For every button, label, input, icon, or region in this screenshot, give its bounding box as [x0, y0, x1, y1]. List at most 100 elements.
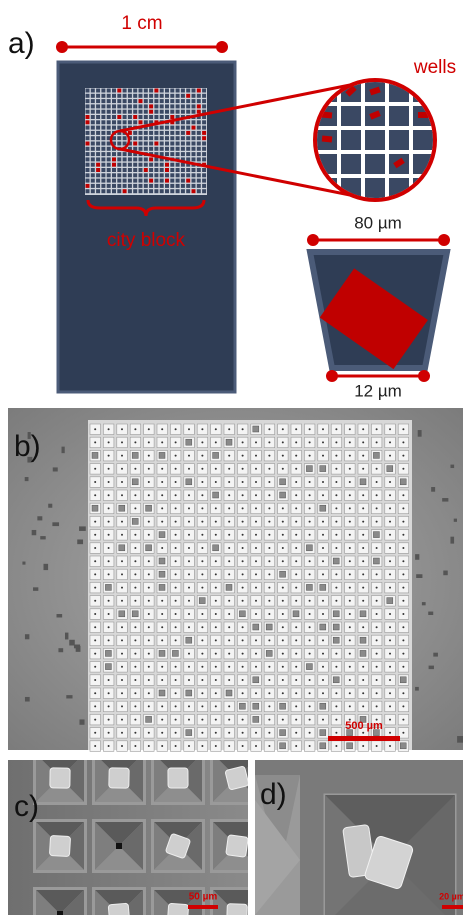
well-bottom	[255, 507, 257, 509]
well-bottom	[134, 692, 136, 694]
stray-crystal	[62, 447, 65, 454]
crystal	[306, 584, 312, 590]
crystal	[373, 452, 379, 458]
well-bottom	[94, 534, 96, 536]
well	[165, 94, 169, 98]
well	[117, 126, 121, 130]
well	[197, 136, 201, 140]
well-bottom	[201, 468, 203, 470]
well-bottom	[121, 626, 123, 628]
well	[413, 82, 433, 102]
well-bottom	[201, 428, 203, 430]
well-bottom	[108, 600, 110, 602]
well	[96, 110, 100, 114]
well	[154, 147, 158, 151]
well	[170, 131, 174, 135]
crystal	[186, 637, 192, 643]
well-bottom	[335, 587, 337, 589]
well-bottom	[228, 705, 230, 707]
well-bottom	[295, 455, 297, 457]
well	[197, 126, 201, 130]
well-bottom	[295, 521, 297, 523]
well	[91, 110, 95, 114]
well-bottom	[201, 626, 203, 628]
well	[123, 115, 127, 119]
well-bottom	[349, 600, 351, 602]
well-bottom	[201, 573, 203, 575]
well	[139, 189, 143, 193]
well-bottom	[134, 600, 136, 602]
well-bottom	[309, 692, 311, 694]
well	[176, 94, 180, 98]
well-bottom	[322, 573, 324, 575]
well	[160, 99, 164, 103]
well-bottom	[389, 534, 391, 536]
well	[181, 147, 185, 151]
well-bottom	[201, 494, 203, 496]
well	[160, 184, 164, 188]
well	[154, 142, 158, 146]
well-bottom	[134, 732, 136, 734]
stray-crystal	[415, 687, 419, 691]
well	[181, 104, 185, 108]
well-bottom	[322, 600, 324, 602]
well	[107, 104, 111, 108]
well-bottom	[362, 626, 364, 628]
well	[165, 184, 169, 188]
well-bottom	[215, 600, 217, 602]
well-bottom	[228, 507, 230, 509]
well	[139, 115, 143, 119]
well-bottom	[255, 547, 257, 549]
well-bottom	[322, 679, 324, 681]
well-bottom	[362, 455, 364, 457]
crystal	[333, 677, 339, 683]
well	[128, 184, 132, 188]
well	[165, 147, 169, 151]
well-bottom	[322, 653, 324, 655]
well-bottom	[309, 705, 311, 707]
crystal	[253, 716, 259, 722]
well	[123, 163, 127, 167]
well-bottom	[175, 666, 177, 668]
well-bottom	[268, 666, 270, 668]
well-bottom	[161, 732, 163, 734]
well-bottom	[362, 428, 364, 430]
stray-crystal	[433, 653, 438, 657]
well	[149, 179, 153, 183]
well	[91, 147, 95, 151]
well	[86, 126, 90, 130]
well-bottom	[255, 639, 257, 641]
well-bottom	[242, 653, 244, 655]
stray-crystal	[74, 645, 80, 649]
well	[192, 94, 196, 98]
well-bottom	[255, 455, 257, 457]
well	[117, 157, 121, 161]
well-bottom	[148, 534, 150, 536]
well	[96, 189, 100, 193]
well-bottom	[108, 521, 110, 523]
stray-crystal	[33, 587, 38, 591]
well	[144, 110, 148, 114]
well-bottom	[255, 441, 257, 443]
well	[165, 104, 169, 108]
well-array	[22, 420, 463, 751]
well-bottom	[255, 732, 257, 734]
well-bottom	[201, 481, 203, 483]
well-bottom	[402, 507, 404, 509]
well	[192, 157, 196, 161]
well-bottom	[268, 534, 270, 536]
well	[197, 157, 201, 161]
well-bottom	[282, 507, 284, 509]
well-bottom	[188, 560, 190, 562]
well-bottom	[121, 455, 123, 457]
well-bottom	[349, 455, 351, 457]
crystal	[320, 624, 326, 630]
well-bottom	[255, 613, 257, 615]
well	[86, 136, 90, 140]
well	[176, 99, 180, 103]
well	[176, 163, 180, 167]
well-bottom	[134, 507, 136, 509]
well-bottom	[362, 692, 364, 694]
well-bottom	[201, 679, 203, 681]
scale-label: 1 cm	[121, 13, 162, 34]
